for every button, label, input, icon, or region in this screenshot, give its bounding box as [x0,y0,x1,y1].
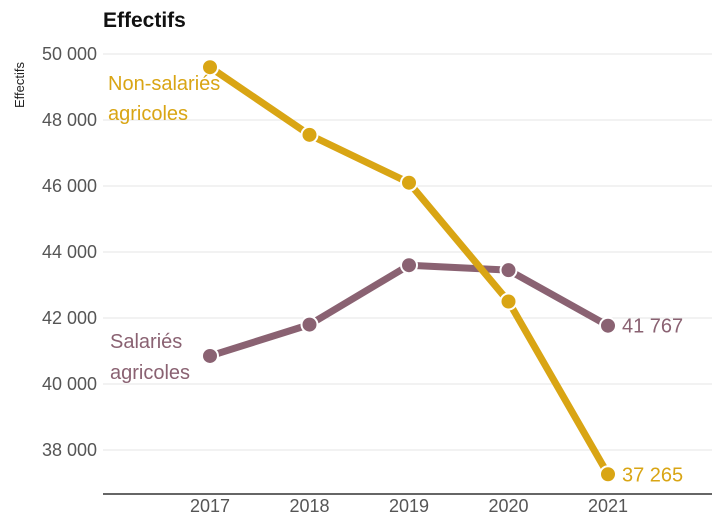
data-point [300,125,319,144]
data-point [599,316,617,335]
series-label: agricoles [108,103,188,125]
data-point [400,173,418,192]
x-tick-label: 2019 [389,496,429,514]
y-tick-label: 50 000 [42,44,97,64]
x-tick-label: 2018 [289,496,329,514]
series-line [206,261,612,360]
series-label: agricoles [110,362,190,384]
x-tick-label: 2020 [488,496,528,514]
data-point [499,292,518,311]
series-label: Salariés [110,331,182,353]
gridlines [103,53,712,451]
x-tick-label: 2021 [588,496,628,514]
data-point [400,256,418,275]
data-point [499,261,518,280]
x-tick-label: 2017 [190,496,230,514]
data-point [300,315,319,334]
data-point [201,346,219,365]
y-tick-label: 46 000 [42,176,97,196]
y-tick-label: 48 000 [42,110,97,130]
y-axis-label: Effectifs [12,61,27,108]
chart-title: Effectifs [103,9,186,32]
data-point [599,465,617,484]
y-tick-label: 44 000 [42,242,97,262]
end-value-label: 41 767 [622,316,683,338]
series-label: Non-salariés [108,73,220,95]
series-group [201,58,617,484]
data-point [201,58,219,77]
end-value-label: 37 265 [622,464,683,486]
y-axis-ticks: 38 000 40 000 42 000 44 000 46 000 48 000 50 0… [42,44,97,460]
y-tick-label: 40 000 [42,374,97,394]
series-labels: Non-salariés agricoles 37 265 Salariés agric… [108,73,683,486]
y-tick-label: 38 000 [42,440,97,460]
y-tick-label: 42 000 [42,308,97,328]
x-axis-ticks: 2017 2018 2019 2020 2021 [190,496,628,514]
